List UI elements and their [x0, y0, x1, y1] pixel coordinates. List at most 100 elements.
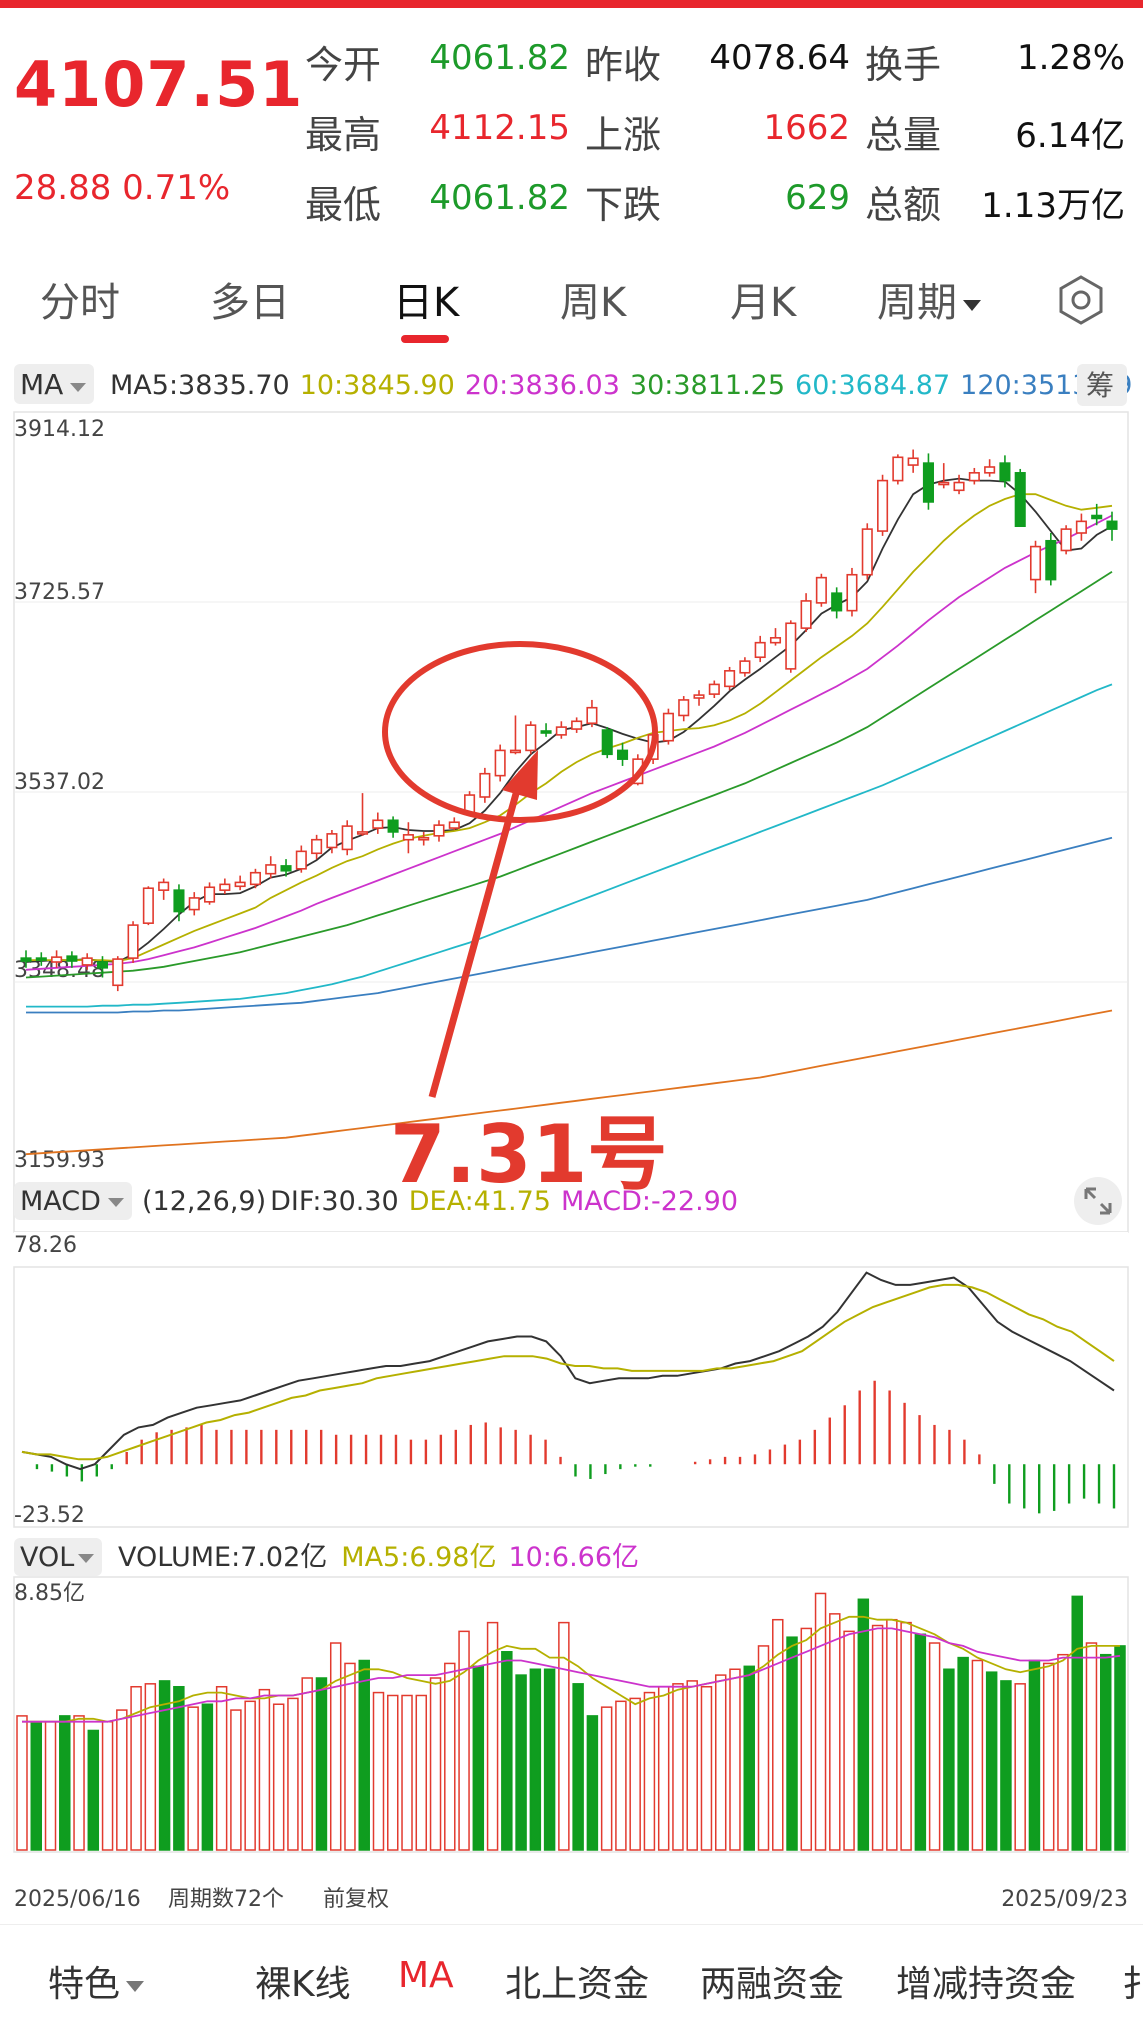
ma-line-ma10 — [26, 493, 1113, 962]
quote-label: 最低 — [305, 183, 382, 227]
macd-dif-line — [21, 1271, 1115, 1471]
more-button[interactable]: 扌 — [1122, 1964, 1143, 2005]
quote-label: 最高 — [305, 113, 382, 157]
macd-dea-line — [21, 1283, 1115, 1461]
candle-body — [769, 637, 782, 644]
macd-tick-label: 78.26 — [14, 1233, 77, 1258]
candle-body — [555, 726, 567, 736]
chevron-down-icon — [78, 1554, 94, 1563]
candle — [555, 721, 567, 739]
candle — [311, 834, 323, 860]
candle-body — [280, 865, 292, 872]
naked-k-button[interactable]: 裸K线 — [255, 1964, 351, 2005]
quote-header: 4107.51 28.88 0.71% 今开 4061.82 昨收 4078.64 换手… — [0, 8, 1143, 241]
candle-body — [1060, 528, 1072, 552]
volume-bar — [543, 1668, 556, 1851]
quote-value: 629 — [785, 178, 850, 218]
ma-selector[interactable] — [14, 364, 94, 404]
volume-bar — [886, 1618, 898, 1851]
adjust-mode: 前复权 — [323, 1887, 389, 1912]
macd-tick-label: -23.52 — [14, 1503, 85, 1528]
volume-bar — [1114, 1645, 1126, 1851]
candle-body — [616, 749, 629, 760]
holding-change-funds-button[interactable]: 增减持资金 — [896, 1964, 1077, 2005]
quote-value: 1662 — [763, 108, 850, 148]
candle-body — [1091, 514, 1103, 520]
macd-legend: MACD (12,26,9) DIF:30.30 DEA:41.75 MACD:-22… — [14, 1177, 1122, 1225]
settings-hexagon-icon[interactable] — [1055, 274, 1107, 326]
volume-ma5: MA5:6.98亿 — [341, 1542, 496, 1573]
ma-button[interactable]: MA — [398, 1955, 454, 1996]
candle — [112, 956, 124, 992]
macd-selector[interactable] — [14, 1182, 132, 1220]
volume-bar — [1085, 1642, 1098, 1851]
candle — [999, 455, 1011, 488]
candle — [800, 593, 812, 632]
volume-bar — [287, 1697, 299, 1851]
candle — [846, 567, 858, 617]
candle-body — [295, 850, 307, 870]
volume-bar — [786, 1636, 798, 1851]
candle-body — [892, 456, 904, 482]
volume-selector[interactable] — [14, 1538, 102, 1576]
candle-body — [693, 694, 705, 699]
quote-value: 6.14亿 — [1015, 116, 1125, 156]
candle — [387, 816, 399, 838]
annotation-circle — [382, 641, 658, 823]
candle — [341, 820, 353, 856]
expand-icon[interactable] — [1074, 1177, 1122, 1225]
candle-body — [204, 886, 216, 903]
volume-bar — [458, 1630, 470, 1851]
tab-monthly-k[interactable]: 月K — [730, 280, 797, 326]
ma-selector-label: MA — [20, 368, 63, 401]
chip-distribution-button[interactable] — [1077, 364, 1127, 406]
candle — [831, 587, 843, 619]
candle — [877, 474, 889, 536]
candle-body — [112, 958, 124, 987]
candle — [601, 727, 613, 759]
volume-bar — [629, 1697, 641, 1851]
candle — [693, 690, 705, 706]
price-tick-label: 3537.02 — [14, 770, 105, 795]
candle-body — [1075, 520, 1087, 534]
end-date: 2025/09/23 — [1001, 1887, 1128, 1912]
candle-body — [219, 883, 231, 891]
volume-bar — [558, 1621, 570, 1851]
volume-bar — [914, 1633, 927, 1851]
volume-bar — [144, 1683, 157, 1851]
tab-daily-k[interactable]: 日K — [393, 280, 460, 326]
candle-body — [907, 457, 919, 466]
candle — [540, 723, 552, 737]
price-tick-label: 3725.57 — [14, 580, 105, 605]
volume-bar — [116, 1709, 128, 1851]
northbound-funds-button[interactable]: 北上资金 — [505, 1964, 650, 2005]
candle-body — [142, 887, 154, 924]
ma-line-ma250 — [25, 1009, 1113, 1156]
volume-bar — [943, 1668, 955, 1851]
candle-body — [173, 889, 185, 913]
candle-body — [1045, 539, 1057, 581]
quote-value: 4061.82 — [429, 178, 570, 218]
margin-funds-button[interactable]: 两融资金 — [700, 1964, 845, 2005]
tab-multi-day[interactable]: 多日 — [210, 280, 290, 326]
candle — [234, 875, 246, 891]
volume-bar — [1071, 1595, 1083, 1851]
tab-intraday[interactable]: 分时 — [40, 280, 120, 326]
volume-bar — [158, 1680, 171, 1851]
kline-chart[interactable]: MA MA5:3835.70 10:3845.90 20:3836.03 30:381… — [0, 352, 1143, 1922]
candle — [662, 708, 674, 745]
candle-body — [984, 466, 996, 474]
volume-bar — [729, 1668, 741, 1851]
tab-period[interactable]: 周期 — [877, 270, 981, 328]
volume-bar — [173, 1685, 185, 1851]
tab-weekly-k[interactable]: 周K — [560, 280, 627, 326]
ma-legend-item: 30:3811.25 — [630, 370, 785, 401]
candle — [66, 951, 78, 968]
candle-body — [311, 838, 323, 855]
candle — [678, 696, 690, 722]
candle-body — [234, 881, 246, 888]
feature-menu[interactable]: 特色 — [48, 1955, 145, 2007]
volume-bar — [30, 1720, 43, 1851]
candle — [280, 859, 292, 877]
volume-bar — [700, 1685, 713, 1851]
